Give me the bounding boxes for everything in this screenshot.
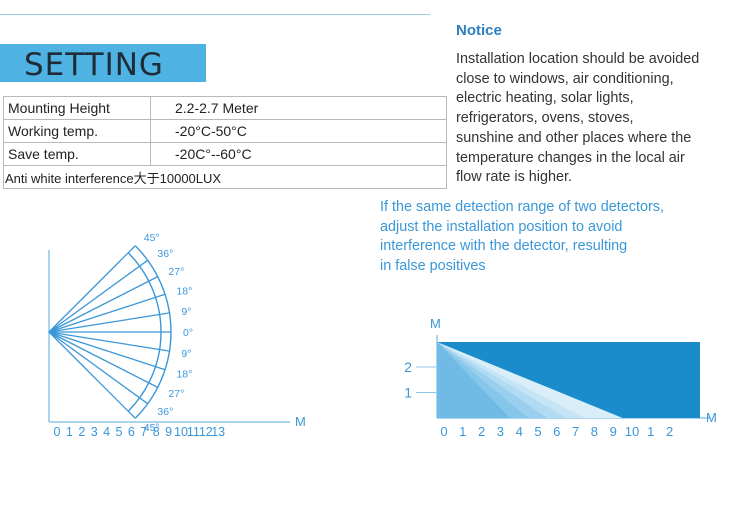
notice-line: flow rate is higher. [456, 169, 572, 186]
spec-label: Mounting Height [3, 96, 151, 120]
notice-line: temperature changes in the local air [456, 149, 685, 166]
beam-line [48, 331, 158, 388]
x-tick-label: 6 [553, 424, 560, 439]
spec-value: -20°C-50°C [150, 119, 447, 143]
notice-line: close to windows, air conditioning, [456, 70, 674, 87]
detection-zone-main [437, 342, 700, 418]
angle-label: 18° [176, 286, 192, 298]
notice-line: electric heating, solar lights, [456, 90, 634, 107]
top-divider [0, 14, 430, 15]
notice-line: Installation location should be avoided [456, 51, 700, 67]
angle-label: 27° [168, 266, 184, 278]
beam-line [48, 276, 158, 333]
angle-label: 45° [144, 422, 160, 434]
beam-line [48, 293, 166, 333]
y-tick-label: 2 [404, 359, 412, 375]
notice-line: sunshine and other places where the [456, 129, 692, 146]
spec-label: Save temp. [3, 142, 151, 166]
x-tick-label: 1 [459, 424, 466, 439]
angle-diagram: 0 1 2 3 4 5 6 7 8 9 10111213M45°36°27°18°9°0°9°18°… [48, 232, 306, 439]
beam-line [48, 259, 149, 333]
spec-table: Mounting Height 2.2-2.7 Meter Working te… [3, 96, 447, 189]
x-tick-label: 7 [140, 425, 147, 439]
beam-line [48, 312, 170, 333]
notice-title: Notice [456, 22, 502, 39]
spec-row-mounting-height: Mounting Height 2.2-2.7 Meter [3, 96, 447, 120]
spec-label: Working temp. [3, 119, 151, 143]
x-tick-label: 10 [625, 424, 639, 439]
x-tick-label: 2 [666, 424, 673, 439]
x-tick-label: 0 [440, 424, 447, 439]
x-tick-label: 2 [478, 424, 485, 439]
angle-label: 9° [181, 348, 191, 360]
angle-label: 45° [144, 232, 160, 244]
warning-line: in false positives [380, 257, 486, 274]
angle-label: 18° [176, 368, 192, 380]
y-tick-label: 1 [404, 385, 412, 401]
setting-banner: SETTING [0, 44, 206, 83]
spec-combined: Anti white interference大于10000LUX [3, 165, 447, 189]
spec-row-save-temp: Save temp. -20C°--60°C [3, 142, 447, 166]
x-tick-label: 3 [91, 425, 98, 439]
x-tick-label: 5 [534, 424, 541, 439]
beam-line [48, 331, 170, 352]
x-tick-label: 13 [211, 425, 225, 439]
x-tick-label: 3 [497, 424, 504, 439]
warning-line: If the same detection range of two detec… [380, 199, 664, 215]
x-tick-label: 6 [128, 425, 135, 439]
angle-label: 36° [157, 406, 173, 418]
spec-row-working-temp: Working temp. -20°C-50°C [3, 119, 447, 143]
y-unit-label: M [430, 316, 441, 331]
spec-row-anti-white: Anti white interference大于10000LUX [3, 165, 447, 189]
x-tick-label: 2 [78, 425, 85, 439]
x-tick-label: 10 [174, 425, 188, 439]
notice-body: Installation location should be avoided … [456, 50, 748, 188]
x-tick-label: 4 [103, 425, 110, 439]
x-tick-label: 1 [66, 425, 73, 439]
spec-value: -20C°--60°C [150, 142, 447, 166]
beam-line [48, 245, 136, 333]
x-tick-label: 5 [116, 425, 123, 439]
x-unit-label: M [706, 410, 717, 425]
beam-line [48, 331, 136, 419]
x-tick-label: 9 [610, 424, 617, 439]
x-unit-label: M [295, 414, 306, 429]
beam-line [48, 331, 166, 371]
angle-label: 0° [183, 327, 193, 339]
setting-title: SETTING [24, 47, 164, 83]
x-tick-label: 4 [516, 424, 523, 439]
beam-line [48, 331, 149, 405]
warning-line: adjust the installation position to avoi… [380, 218, 623, 235]
angle-label: 36° [157, 248, 173, 260]
x-tick-label: 0 [54, 425, 61, 439]
x-tick-label: 8 [591, 424, 598, 439]
angle-label: 27° [168, 388, 184, 400]
warning-line: interference with the detector, resultin… [380, 238, 628, 254]
interference-warning: If the same detection range of two detec… [380, 198, 740, 276]
x-tick-label: 1 [647, 424, 654, 439]
x-tick-label: 8 [153, 425, 160, 439]
detection-zone [437, 342, 510, 418]
x-tick-label: 7 [572, 424, 579, 439]
x-tick-label: 11 [187, 425, 200, 439]
x-tick-label: 12 [199, 425, 213, 439]
notice-line: refrigerators, ovens, stoves, [456, 110, 634, 127]
angle-label: 9° [181, 306, 191, 318]
x-tick-label: 9 [165, 425, 172, 439]
